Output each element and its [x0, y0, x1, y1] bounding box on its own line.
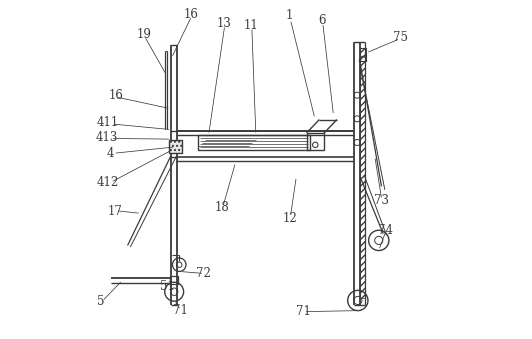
Text: 17: 17	[107, 205, 122, 218]
Text: 16: 16	[109, 89, 123, 102]
Text: 19: 19	[136, 28, 151, 41]
Text: 75: 75	[393, 31, 408, 44]
Text: 71: 71	[296, 305, 311, 318]
Bar	[306, 133, 324, 150]
Bar	[169, 140, 181, 153]
Text: 51: 51	[160, 280, 175, 294]
Text: 411: 411	[96, 116, 119, 129]
Bar	[360, 48, 364, 298]
Bar	[198, 135, 310, 150]
Text: 18: 18	[215, 201, 229, 214]
Text: 73: 73	[374, 194, 389, 207]
Text: 412: 412	[96, 176, 119, 189]
Text: 11: 11	[244, 19, 258, 32]
Text: 12: 12	[282, 212, 297, 225]
Bar	[170, 276, 178, 284]
Text: 1: 1	[286, 9, 293, 22]
Text: 74: 74	[378, 224, 393, 237]
Text: 16: 16	[184, 8, 198, 21]
Text: 5: 5	[97, 295, 105, 308]
Text: 13: 13	[217, 17, 231, 30]
Text: 72: 72	[196, 267, 211, 280]
Text: 6: 6	[318, 15, 326, 27]
Bar	[360, 48, 366, 61]
Text: 4: 4	[107, 147, 114, 160]
Text: 413: 413	[95, 131, 118, 144]
Text: 71: 71	[173, 304, 188, 317]
